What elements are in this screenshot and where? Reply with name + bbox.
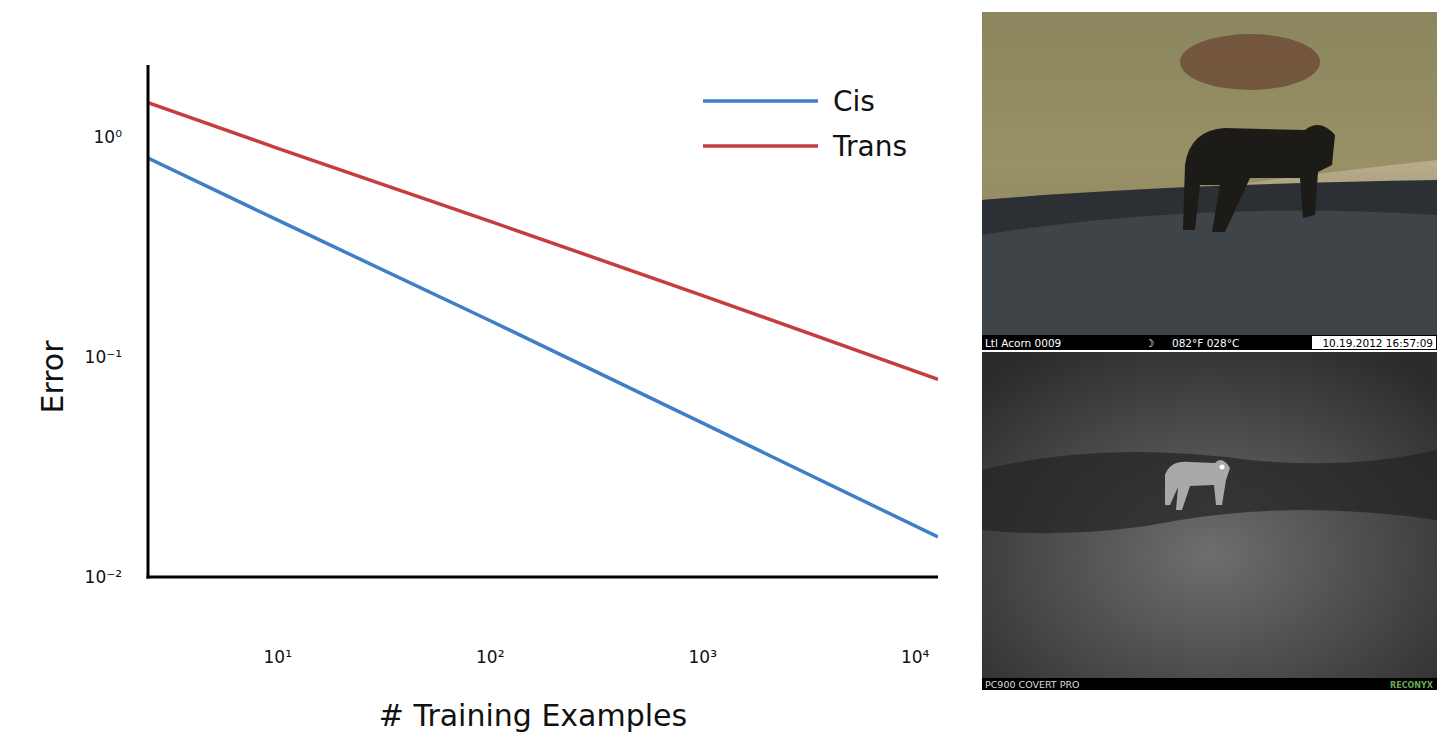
photo-bg xyxy=(982,12,1437,350)
series-line xyxy=(148,103,938,380)
shadow xyxy=(982,180,1437,235)
legend-label: Cis xyxy=(833,85,875,118)
y-axis xyxy=(147,65,150,579)
x-tick-label: 10⁴ xyxy=(901,647,930,667)
photo-bg xyxy=(982,352,1437,690)
caption: RECONYX xyxy=(1390,681,1434,690)
x-tick-label: 10¹ xyxy=(264,647,292,667)
y-tick-label: 10⁻¹ xyxy=(85,347,122,367)
legend-swatch xyxy=(703,144,818,148)
caption-box xyxy=(1312,336,1436,349)
bobcat xyxy=(1183,125,1335,232)
caption-bar xyxy=(982,335,1437,350)
caption: 10.19.2012 16:57:09 xyxy=(1322,337,1433,349)
caption: Ltl Acorn 0009 xyxy=(985,337,1061,349)
x-axis xyxy=(147,576,939,579)
caption-bar xyxy=(982,678,1437,690)
y-axis-label: Error xyxy=(35,340,70,414)
legend-label: Trans xyxy=(832,130,907,163)
bobcat xyxy=(1165,460,1230,510)
x-tick-label: 10² xyxy=(476,647,504,667)
photo-day: Ltl Acorn 0009 ☽ 082°F 028°C 10.19.2012 16:… xyxy=(982,12,1437,350)
y-tick-label: 10⁻² xyxy=(85,567,122,587)
eye xyxy=(1220,465,1225,470)
series-line xyxy=(148,158,938,537)
rocks xyxy=(982,450,1437,533)
photo-night: PC900 COVERT PRO RECONYX xyxy=(982,352,1437,690)
caption: ☽ xyxy=(1145,337,1154,349)
caption: PC900 COVERT PRO xyxy=(985,679,1080,690)
plot-area xyxy=(148,103,938,537)
x-axis-label: # Training Examples xyxy=(379,698,687,733)
shrub xyxy=(1180,34,1320,90)
x-tick-label: 10³ xyxy=(689,647,717,667)
chart: 10¹ 10² 10³ 10⁴ 10⁻² 10⁻¹ 10⁰ # Training Exampl… xyxy=(0,0,1448,738)
legend-swatch xyxy=(703,99,818,103)
y-tick-label: 10⁰ xyxy=(94,127,123,147)
caption: 082°F 028°C xyxy=(1172,337,1239,349)
